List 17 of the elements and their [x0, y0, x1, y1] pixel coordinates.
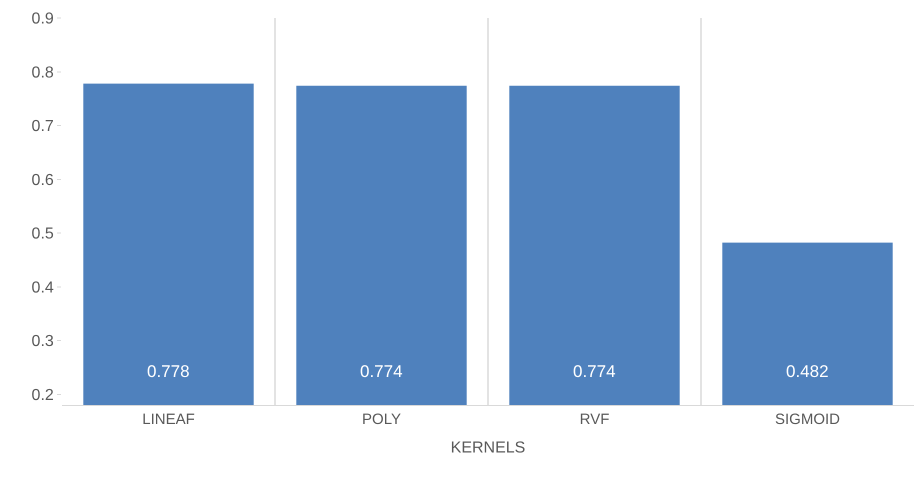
y-tick-label: 0.3	[32, 333, 54, 350]
y-tick-label: 0.8	[32, 64, 54, 82]
x-tick-label: RVF	[580, 411, 610, 428]
data-label: 0.774	[360, 362, 403, 381]
y-tick-label: 0.6	[32, 172, 54, 189]
x-tick-label: SIGMOID	[774, 411, 840, 428]
y-tick-label: 0.2	[32, 386, 54, 404]
data-label: 0.778	[147, 362, 190, 381]
y-tick-label: 0.4	[32, 279, 54, 296]
data-label: 0.774	[573, 362, 616, 381]
x-tick-label: LINEAF	[142, 411, 195, 428]
y-tick-label: 0.7	[32, 118, 54, 136]
y-tick-label: 0.9	[32, 10, 54, 28]
x-tick-label: POLY	[362, 411, 401, 428]
y-tick-label: 0.5	[32, 226, 54, 243]
data-label: 0.482	[786, 362, 829, 381]
x-axis-title: KERNELS	[450, 440, 526, 457]
